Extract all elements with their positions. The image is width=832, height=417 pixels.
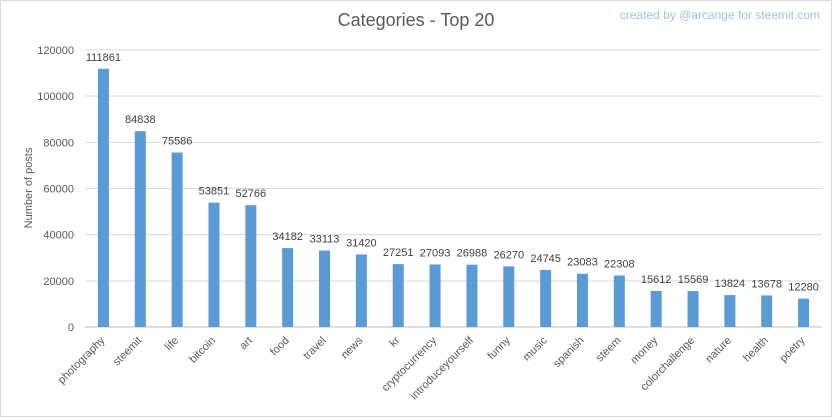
bar-health	[761, 295, 773, 327]
data-label-art: 52766	[236, 188, 267, 200]
y-tick-label: 0	[68, 322, 74, 334]
x-tick-label-introduceyourself: introduceyourself	[408, 334, 476, 402]
bar-art	[245, 205, 257, 327]
x-tick-label-money: money	[628, 334, 660, 366]
watermark-text: created by @arcange for steemit.com	[619, 8, 820, 22]
bar-music	[540, 269, 552, 327]
y-tick-label: 20000	[43, 276, 74, 288]
bar-colorchallenge	[687, 291, 699, 327]
data-label-travel: 33113	[310, 234, 340, 246]
x-tick-label-health: health	[741, 335, 771, 365]
x-tick-label-life: life	[163, 335, 181, 353]
bar-cryptocurrency	[429, 264, 441, 327]
bar-steem	[613, 275, 625, 327]
data-label-funny: 26270	[493, 249, 524, 261]
data-label-colorchallenge: 15569	[678, 274, 709, 286]
chart-title: Categories - Top 20	[337, 10, 495, 30]
data-label-kr: 27251	[383, 247, 414, 259]
x-tick-label-food: food	[268, 335, 292, 359]
bar-steemit	[134, 131, 146, 327]
bar-money	[650, 290, 662, 327]
data-labels: 111861 84838 75586 53851 52766 34182 33113 3142…	[86, 52, 819, 294]
y-tick-label: 100000	[37, 91, 74, 103]
x-tick-label-travel: travel	[301, 335, 329, 363]
data-label-steem: 22308	[604, 259, 635, 271]
data-label-life: 75586	[162, 136, 193, 148]
bar-life	[171, 152, 183, 327]
bar-introduceyourself	[466, 264, 478, 327]
data-label-news: 31420	[346, 237, 377, 249]
gridlines	[85, 49, 822, 328]
x-tick-label-news: news	[339, 334, 366, 361]
x-tick-label-steem: steem	[594, 335, 624, 365]
y-tick-label: 120000	[37, 45, 74, 57]
data-label-food: 34182	[272, 231, 303, 243]
data-label-poetry: 12280	[788, 282, 819, 294]
data-label-money: 15612	[641, 274, 672, 286]
data-label-steemit: 84838	[125, 114, 156, 126]
x-tick-label-photography: photography	[56, 334, 108, 386]
y-tick-label: 80000	[43, 137, 74, 149]
x-tick-label-funny: funny	[485, 334, 513, 362]
bars	[97, 68, 810, 327]
y-tick-label: 60000	[43, 184, 74, 196]
bar-spanish	[576, 273, 588, 327]
x-tick-label-bitcoin: bitcoin	[187, 335, 218, 366]
x-tick-label-art: art	[237, 335, 255, 353]
x-tick-label-spanish: spanish	[551, 335, 586, 370]
bar-nature	[724, 295, 736, 327]
data-label-nature: 13824	[715, 278, 746, 290]
x-axis-ticks: photography steemit life bitcoin art food trav…	[56, 334, 808, 402]
x-tick-label-poetry: poetry	[778, 334, 808, 364]
bar-funny	[503, 266, 515, 327]
y-axis-ticks: 0 20000 40000 60000 80000 100000 120000	[37, 45, 74, 334]
data-label-bitcoin: 53851	[199, 186, 230, 198]
data-label-introduceyourself: 26988	[457, 248, 488, 260]
bar-kr	[392, 264, 404, 327]
data-label-music: 24745	[530, 253, 561, 265]
bar-photography	[97, 68, 109, 327]
data-label-cryptocurrency: 27093	[420, 247, 451, 259]
bar-bitcoin	[208, 202, 220, 327]
bar-poetry	[798, 298, 810, 327]
x-tick-label-music: music	[521, 334, 550, 363]
bar-news	[355, 254, 367, 327]
bar-food	[282, 248, 294, 327]
data-label-spanish: 23083	[567, 257, 598, 269]
y-tick-label: 40000	[43, 230, 74, 242]
x-tick-label-nature: nature	[703, 335, 734, 366]
y-axis-label: Number of posts	[23, 147, 35, 228]
x-tick-label-kr: kr	[387, 334, 402, 349]
data-label-photography: 111861	[86, 52, 121, 64]
bar-travel	[319, 250, 331, 327]
x-tick-label-steemit: steemit	[111, 335, 145, 369]
data-label-health: 13678	[751, 278, 782, 290]
